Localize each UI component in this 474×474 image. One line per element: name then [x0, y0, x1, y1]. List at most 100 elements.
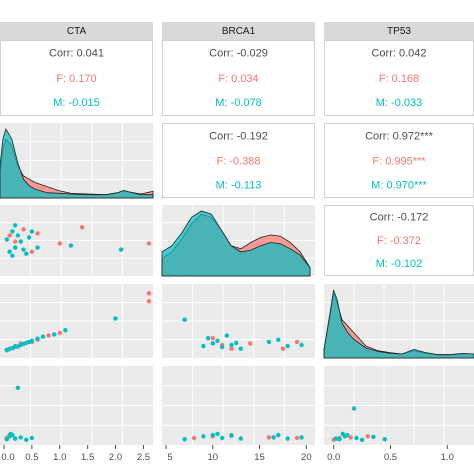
- point-m: [10, 229, 15, 234]
- point-m: [266, 339, 272, 345]
- point-m: [40, 334, 46, 339]
- strip-label-tp53: TP53: [387, 26, 411, 37]
- corr-panel: [324, 205, 474, 276]
- point-m: [210, 432, 215, 438]
- point-f: [266, 435, 272, 440]
- point-f: [7, 233, 12, 238]
- point-f: [146, 241, 152, 246]
- point-f: [29, 249, 35, 254]
- point-m: [35, 336, 40, 341]
- point-m: [205, 336, 211, 341]
- point-m: [26, 235, 32, 240]
- point-m: [63, 328, 68, 333]
- point-m: [13, 245, 18, 250]
- corr-overall-label: Corr: -0.192: [209, 131, 268, 143]
- point-m: [219, 435, 225, 441]
- corr-overall-label: Corr: -0.029: [209, 48, 268, 60]
- x-tick-label: 1.0: [53, 452, 66, 463]
- x-tick-label: 0.5: [384, 452, 397, 463]
- corr-m-label: M: -0.033: [376, 97, 422, 109]
- corr-m-label: M: -0.113: [216, 179, 262, 191]
- strip-cta: [0, 22, 153, 40]
- point-m: [299, 435, 304, 440]
- corr-f-label: F: 0.170: [56, 73, 96, 85]
- point-f: [13, 239, 18, 244]
- x-tick-label: 15: [254, 452, 265, 463]
- corr-f-label: F: 0.034: [218, 73, 258, 85]
- corr-f-label: F: 0.168: [379, 73, 419, 85]
- point-m: [351, 406, 357, 411]
- point-f: [57, 330, 62, 336]
- point-m: [182, 437, 187, 442]
- point-m: [340, 431, 345, 437]
- point-m: [4, 237, 9, 242]
- point-m: [18, 239, 23, 244]
- point-m: [285, 343, 290, 349]
- point-f: [294, 339, 300, 345]
- density-panel-tp53-grid: [324, 284, 474, 358]
- point-m: [52, 332, 57, 337]
- x-tick-label: 2.5: [137, 452, 150, 463]
- point-m: [345, 432, 350, 438]
- point-m: [201, 343, 206, 349]
- corr-f-label: F: 0.995***: [372, 155, 426, 167]
- point-m: [13, 436, 18, 441]
- point-m: [15, 233, 21, 238]
- point-f: [294, 435, 300, 441]
- point-m: [26, 339, 32, 345]
- scatter-panel-cta_brca1-grid: [0, 205, 153, 276]
- point-m: [13, 223, 18, 228]
- point-m: [29, 435, 35, 441]
- point-m: [68, 243, 74, 248]
- point-m: [18, 435, 23, 440]
- point-f: [191, 435, 197, 441]
- point-m: [29, 229, 35, 234]
- point-f: [57, 241, 62, 246]
- point-m: [234, 340, 239, 346]
- strip-label-cta: CTA: [67, 26, 87, 37]
- point-m: [24, 251, 29, 256]
- corr-overall-label: Corr: -0.172: [370, 212, 429, 224]
- point-f: [210, 336, 215, 341]
- point-m: [201, 434, 206, 439]
- point-m: [215, 431, 220, 437]
- x-tick-label: 0.0: [1, 452, 14, 463]
- point-f: [79, 225, 85, 230]
- point-m: [15, 385, 21, 390]
- corr-f-label: F: -0.372: [377, 235, 421, 247]
- point-m: [337, 437, 342, 442]
- point-m: [371, 434, 376, 440]
- point-f: [46, 333, 51, 338]
- point-m: [354, 435, 359, 441]
- x-tick-label: 0.5: [25, 452, 38, 463]
- scatter-panel-cta_tp53-grid: [0, 284, 153, 358]
- point-m: [229, 342, 234, 348]
- point-m: [359, 437, 365, 442]
- corr-panel: [0, 40, 153, 116]
- x-tick-label: 1.5: [81, 452, 94, 463]
- point-m: [229, 433, 234, 438]
- point-m: [238, 436, 243, 441]
- x-tick-label: 5: [167, 452, 172, 463]
- corr-overall-label: Corr: 0.041: [49, 48, 104, 60]
- point-m: [219, 344, 225, 350]
- corr-m-label: M: -0.015: [53, 97, 99, 109]
- point-m: [210, 341, 215, 346]
- point-m: [333, 436, 339, 441]
- point-f: [248, 341, 253, 346]
- x-tick-label: 1.0: [441, 452, 454, 463]
- density-m-tp53: [323, 289, 474, 359]
- corr-panel: [162, 123, 315, 198]
- point-m: [382, 437, 387, 442]
- corr-panel: [324, 123, 474, 198]
- corr-f-label: F: -0.388: [216, 155, 260, 167]
- scatter-panel-brca1_row5-grid: [162, 366, 315, 445]
- x-tick-label: 2.0: [109, 452, 122, 463]
- point-m: [271, 435, 276, 440]
- strip-brca1: [162, 22, 315, 40]
- point-f: [21, 227, 26, 232]
- point-m: [182, 317, 187, 322]
- corr-overall-label: Corr: 0.042: [371, 48, 426, 60]
- corr-overall-label: Corr: 0.972***: [365, 131, 434, 143]
- point-m: [35, 245, 40, 250]
